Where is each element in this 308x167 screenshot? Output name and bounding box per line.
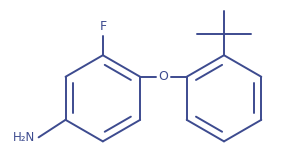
Text: O: O: [159, 70, 168, 83]
Text: H₂N: H₂N: [13, 131, 35, 144]
Text: F: F: [99, 20, 106, 33]
